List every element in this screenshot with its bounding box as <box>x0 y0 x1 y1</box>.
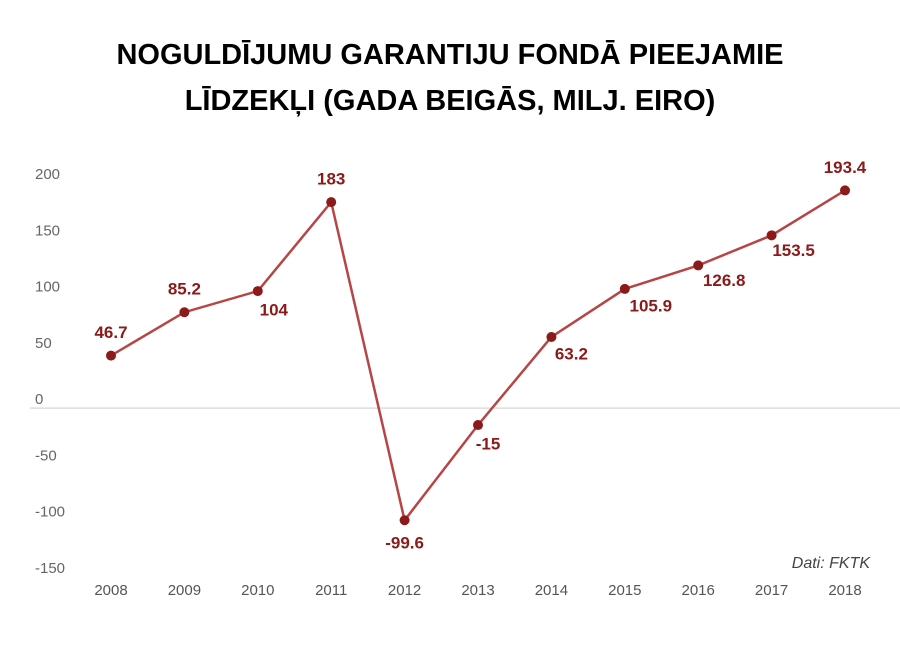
data-point <box>619 283 630 294</box>
data-point <box>766 230 777 241</box>
y-tick-label: 150 <box>35 222 60 239</box>
data-label: 104 <box>260 301 289 320</box>
y-tick-label: -50 <box>35 447 57 464</box>
data-label: 193.4 <box>824 158 867 177</box>
x-tick-label: 2013 <box>461 582 494 599</box>
data-label: 183 <box>317 170 345 189</box>
x-tick-label: 2009 <box>168 582 201 599</box>
x-tick-label: 2016 <box>682 582 715 599</box>
data-label: -15 <box>476 435 501 454</box>
data-label: 126.8 <box>703 271 746 290</box>
x-tick-label: 2012 <box>388 582 421 599</box>
data-point <box>546 331 557 342</box>
x-tick-label: 2010 <box>241 582 274 599</box>
data-point <box>326 197 337 208</box>
x-tick-label: 2015 <box>608 582 641 599</box>
data-point <box>473 420 483 431</box>
data-point <box>693 260 704 271</box>
x-tick-label: 2011 <box>315 582 347 599</box>
data-label: 153.5 <box>772 241 815 260</box>
data-label: 46.7 <box>94 323 127 342</box>
data-point <box>252 286 263 297</box>
x-tick-label: 2018 <box>828 582 861 599</box>
data-label: 63.2 <box>555 344 588 363</box>
y-tick-label: 50 <box>35 335 52 352</box>
data-label: 85.2 <box>168 280 201 299</box>
y-tick-label: 200 <box>35 166 60 183</box>
data-label: 105.9 <box>630 296 673 315</box>
y-tick-label: 100 <box>35 279 60 296</box>
y-tick-label: -150 <box>35 560 65 577</box>
x-tick-label: 2017 <box>755 582 788 599</box>
data-point <box>840 185 850 196</box>
x-tick-label: 2008 <box>94 582 127 599</box>
y-tick-label: 0 <box>35 391 43 408</box>
data-label: -99.6 <box>385 534 424 553</box>
data-line <box>110 189 846 524</box>
chart-title: NOGULDĪJUMU GARANTIJU FONDĀ PIEEJAMIE LĪ… <box>116 39 784 117</box>
source-note: Dati: FKTK <box>792 555 872 572</box>
data-point <box>179 307 190 318</box>
data-point <box>106 350 116 361</box>
y-tick-label: -100 <box>35 504 65 521</box>
x-tick-label: 2014 <box>535 582 568 599</box>
data-point <box>399 515 410 526</box>
